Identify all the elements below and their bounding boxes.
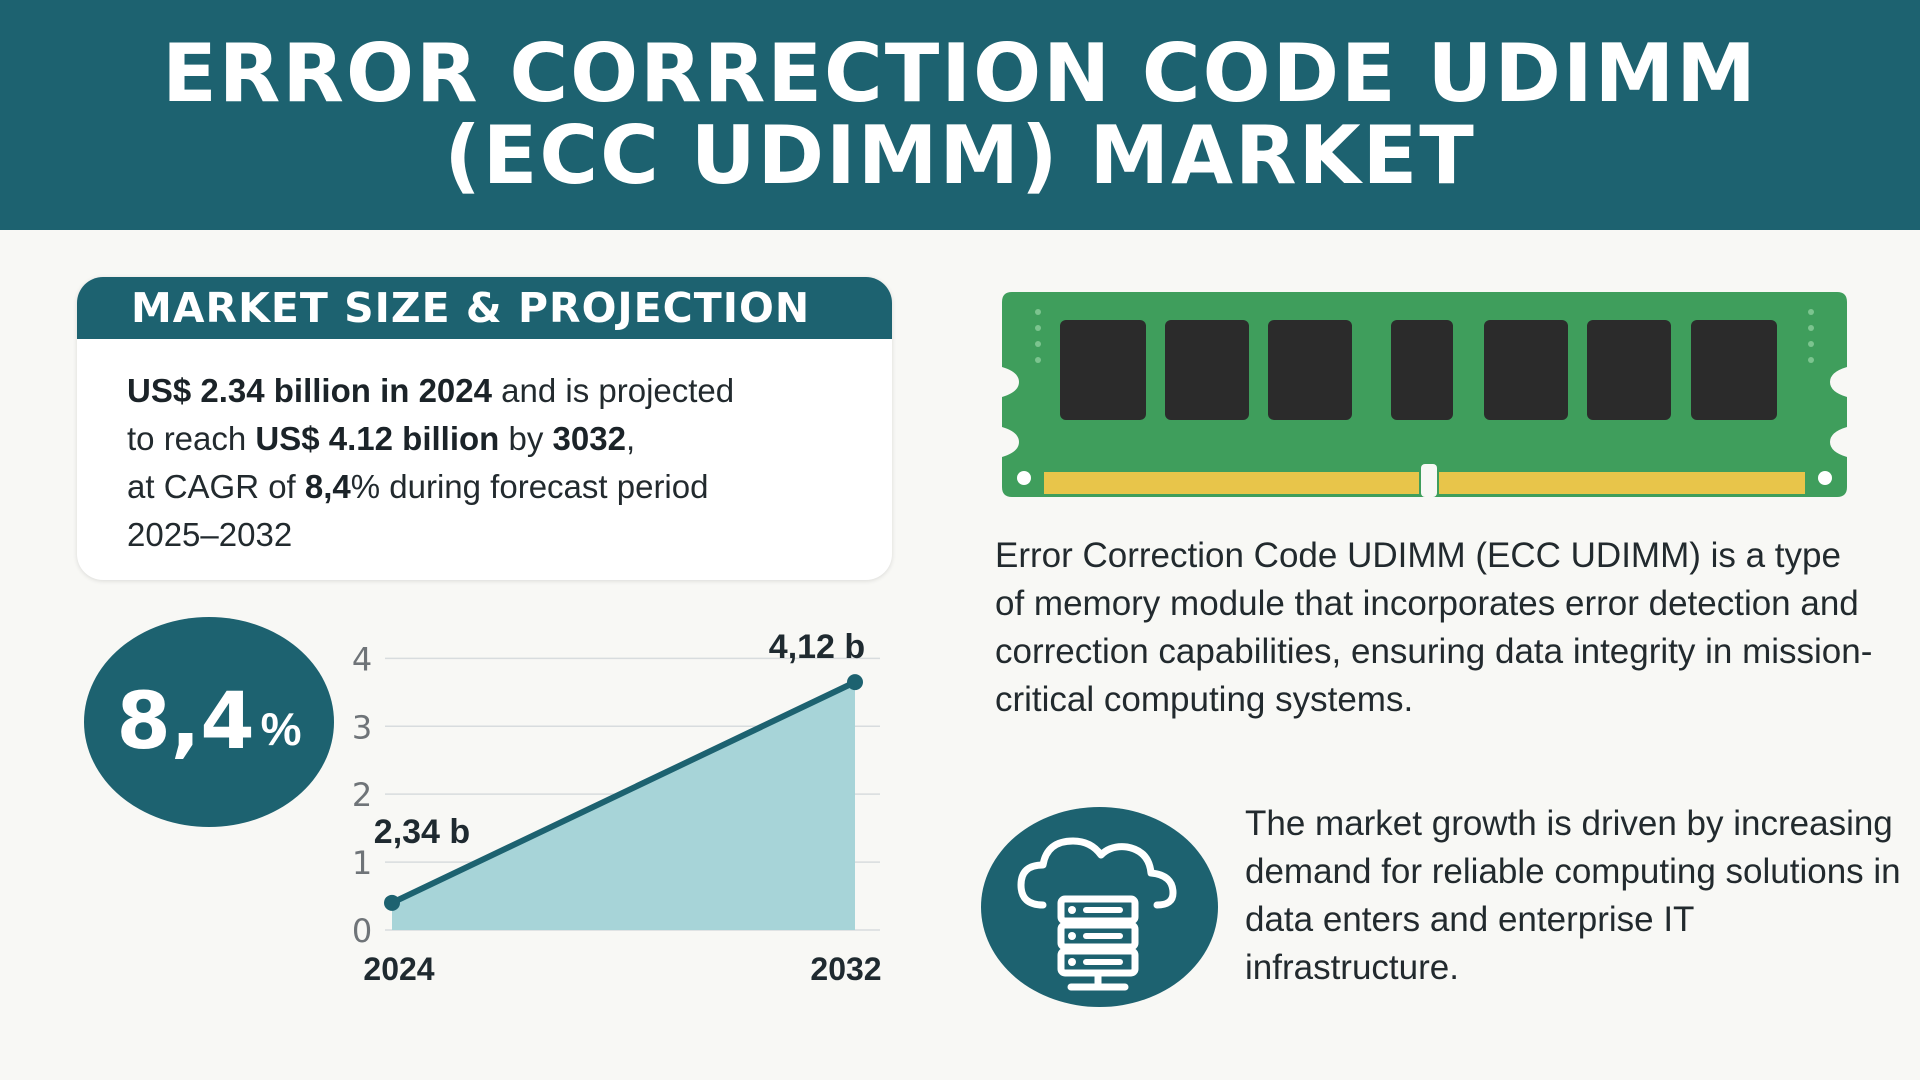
cagr-badge-percent: %: [260, 703, 302, 755]
cagr-pct-sign: %: [350, 468, 381, 505]
x-tick-label-2024: 2024: [363, 951, 434, 987]
x-tick-label-2032: 2032: [810, 951, 881, 987]
cloud-server-icon: [1017, 837, 1177, 991]
card-text-4: ,: [625, 420, 636, 457]
area-fill: [392, 682, 855, 930]
page-title-line-2: (ECC UDIMM) MARKET: [444, 109, 1476, 202]
module-pins-right: [1439, 472, 1805, 494]
module-pins-left: [1044, 472, 1419, 494]
title-banner: ERROR CORRECTION CODE UDIMM (ECC UDIMM) …: [0, 0, 1920, 230]
card-line-3: at CAGR of 8,4% during forecast period: [121, 463, 872, 511]
y-tick-label-4: 4: [352, 640, 372, 678]
module-hole-left: [1017, 471, 1031, 485]
data-label-2032: 4,12 b: [769, 628, 865, 666]
y-tick-label-1: 1: [352, 844, 372, 882]
cloud-server-badge: [981, 807, 1218, 1007]
module-hole-right: [1818, 471, 1832, 485]
card-text-2: to reach: [127, 420, 256, 457]
module-chips: [1060, 320, 1777, 420]
data-label-2024: 2,34 b: [374, 813, 470, 851]
value-2032: US$ 4.12 billion: [255, 420, 500, 457]
data-point-2032: [847, 674, 863, 691]
card-line-1: US$ 2.34 billion in 2024 and is projecte…: [121, 367, 872, 415]
cagr-badge: 8,4 %: [84, 617, 334, 827]
year-end: 3032: [552, 420, 626, 457]
card-text-1: and is projected: [491, 372, 735, 409]
memory-module-icon: [1002, 292, 1847, 497]
series-line: [389, 679, 858, 906]
y-tick-label-3: 3: [352, 708, 372, 746]
card-text-5: at CAGR of: [127, 468, 305, 505]
module-key-notch: [1421, 464, 1437, 497]
value-2024: US$ 2.34 billion in 2024: [127, 372, 492, 409]
card-text-3: by: [499, 420, 553, 457]
card-body: US$ 2.34 billion in 2024 and is projecte…: [77, 339, 892, 559]
y-tick-label-0: 0: [352, 912, 372, 950]
description-text: Error Correction Code UDIMM (ECC UDIMM) …: [995, 536, 1873, 719]
market-driver-text: The market growth is driven by increasin…: [1245, 804, 1901, 987]
page-title-line-1: ERROR CORRECTION CODE UDIMM: [162, 27, 1758, 120]
card-text-6: during forecast period: [380, 468, 709, 505]
module-dots: [1035, 309, 1814, 363]
market-size-card: MARKET SIZE & PROJECTION US$ 2.34 billio…: [77, 277, 892, 580]
growth-chart: 0 1 2 3 4 2,34 b 2024 4,12 b 2032: [352, 628, 882, 987]
y-tick-label-2: 2: [352, 776, 372, 814]
cagr-value: 8,4: [304, 468, 351, 505]
card-line-2: to reach US$ 4.12 billion by 3032,: [121, 415, 872, 463]
card-title: MARKET SIZE & PROJECTION: [77, 277, 892, 339]
card-line-4: 2025–2032: [127, 516, 293, 553]
data-point-2024: [384, 894, 400, 911]
cagr-badge-number: 8,4: [116, 677, 255, 767]
